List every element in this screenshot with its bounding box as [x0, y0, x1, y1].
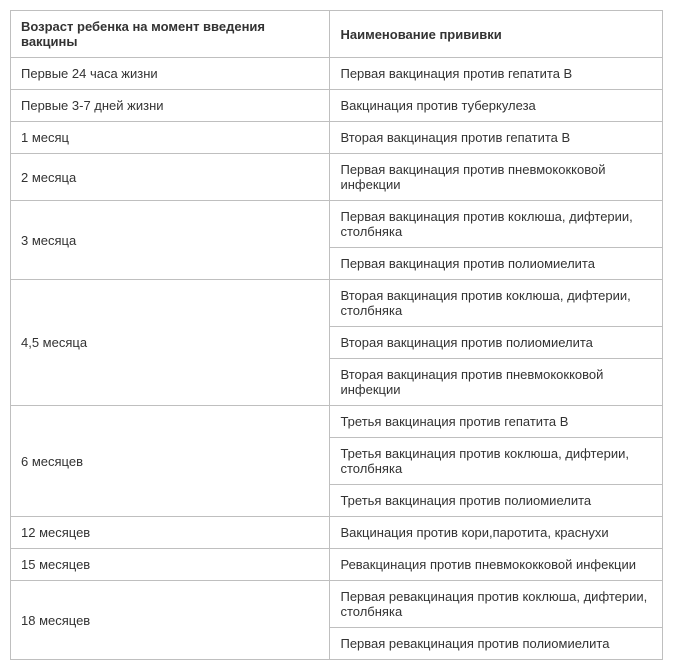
- cell-vaccine: Вторая вакцинация против полиомиелита: [330, 327, 663, 359]
- cell-age: 15 месяцев: [11, 549, 330, 581]
- table-row: 6 месяцевТретья вакцинация против гепати…: [11, 406, 663, 438]
- cell-age: Первые 24 часа жизни: [11, 58, 330, 90]
- cell-age: 1 месяц: [11, 122, 330, 154]
- cell-vaccine: Вакцинация против туберкулеза: [330, 90, 663, 122]
- table-header-row: Возраст ребенка на момент введения вакци…: [11, 11, 663, 58]
- cell-vaccine: Вторая вакцинация против гепатита В: [330, 122, 663, 154]
- table-body: Первые 24 часа жизниПервая вакцинация пр…: [11, 58, 663, 660]
- cell-age: 2 месяца: [11, 154, 330, 201]
- cell-vaccine: Вторая вакцинация против пневмококковой …: [330, 359, 663, 406]
- cell-age: 3 месяца: [11, 201, 330, 280]
- cell-age: 18 месяцев: [11, 581, 330, 660]
- cell-age: 6 месяцев: [11, 406, 330, 517]
- table-row: 3 месяцаПервая вакцинация против коклюша…: [11, 201, 663, 248]
- table-row: 15 месяцевРевакцинация против пневмококк…: [11, 549, 663, 581]
- cell-age: 12 месяцев: [11, 517, 330, 549]
- table-row: Первые 3-7 дней жизниВакцинация против т…: [11, 90, 663, 122]
- cell-vaccine: Третья вакцинация против коклюша, дифтер…: [330, 438, 663, 485]
- cell-vaccine: Первая ревакцинация против полиомиелита: [330, 628, 663, 660]
- table-row: 1 месяцВторая вакцинация против гепатита…: [11, 122, 663, 154]
- cell-age: 4,5 месяца: [11, 280, 330, 406]
- header-age: Возраст ребенка на момент введения вакци…: [11, 11, 330, 58]
- cell-vaccine: Первая вакцинация против гепатита В: [330, 58, 663, 90]
- cell-vaccine: Ревакцинация против пневмококковой инфек…: [330, 549, 663, 581]
- table-row: Первые 24 часа жизниПервая вакцинация пр…: [11, 58, 663, 90]
- cell-vaccine: Третья вакцинация против гепатита В: [330, 406, 663, 438]
- header-vaccine: Наименование прививки: [330, 11, 663, 58]
- cell-vaccine: Вакцинация против кори,паротита, краснух…: [330, 517, 663, 549]
- vaccination-schedule-table: Возраст ребенка на момент введения вакци…: [10, 10, 663, 660]
- cell-age: Первые 3-7 дней жизни: [11, 90, 330, 122]
- table-row: 2 месяцаПервая вакцинация против пневмок…: [11, 154, 663, 201]
- cell-vaccine: Первая вакцинация против полиомиелита: [330, 248, 663, 280]
- table-row: 12 месяцевВакцинация против кори,паротит…: [11, 517, 663, 549]
- cell-vaccine: Вторая вакцинация против коклюша, дифтер…: [330, 280, 663, 327]
- cell-vaccine: Первая вакцинация против коклюша, дифтер…: [330, 201, 663, 248]
- cell-vaccine: Третья вакцинация против полиомиелита: [330, 485, 663, 517]
- table-row: 4,5 месяцаВторая вакцинация против коклю…: [11, 280, 663, 327]
- cell-vaccine: Первая вакцинация против пневмококковой …: [330, 154, 663, 201]
